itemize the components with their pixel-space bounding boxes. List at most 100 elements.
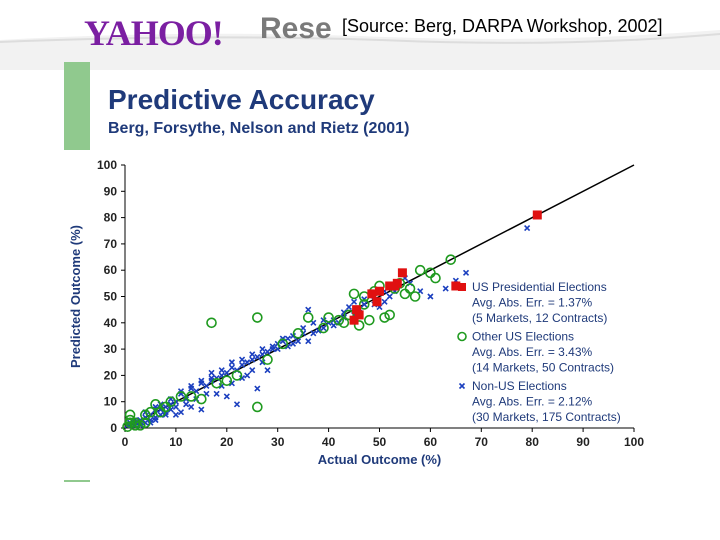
legend-series-stat: (30 Markets, 175 Contracts) bbox=[472, 410, 621, 424]
y-tick-label: 20 bbox=[104, 368, 118, 382]
scatter-chart: 0 10 20 30 40 50 60 70 80 90 100 0 10 20 30 40 50 60 70 80 9… bbox=[64, 150, 664, 480]
non-us-point bbox=[228, 359, 235, 366]
non-us-point bbox=[233, 401, 241, 408]
other-us-point bbox=[277, 338, 289, 350]
non-us-point bbox=[177, 409, 185, 416]
x-tick-label: 90 bbox=[576, 435, 590, 449]
presidential-point bbox=[372, 297, 382, 307]
x-tick-label: 40 bbox=[322, 435, 336, 449]
other-us-point bbox=[140, 417, 151, 429]
non-us-point bbox=[284, 343, 291, 350]
non-us-point bbox=[269, 343, 276, 350]
non-us-point bbox=[239, 356, 246, 363]
other-us-point bbox=[292, 328, 304, 339]
legend-series-stat: (5 Markets, 12 Contracts) bbox=[472, 311, 607, 325]
x-tick-label: 70 bbox=[475, 435, 489, 449]
legend-series-stat: Avg. Abs. Err. = 2.12% bbox=[472, 395, 593, 409]
other-us-point bbox=[252, 401, 263, 413]
y-axis-label: Predicted Outcome (%) bbox=[68, 225, 83, 368]
slide-title: Predictive Accuracy bbox=[108, 84, 375, 115]
legend-series-stat: (14 Markets, 50 Contracts) bbox=[472, 361, 614, 375]
non-us-point bbox=[264, 367, 271, 374]
other-us-point bbox=[358, 299, 370, 310]
other-us-point bbox=[155, 406, 166, 418]
fit-line bbox=[124, 164, 635, 429]
other-us-point bbox=[379, 312, 390, 323]
non-us-point bbox=[152, 417, 159, 424]
other-us-point bbox=[384, 309, 395, 321]
non-us-point bbox=[289, 340, 297, 347]
other-us-point bbox=[206, 317, 217, 329]
other-us-point bbox=[353, 320, 365, 331]
non-us-point bbox=[239, 374, 246, 382]
non-us-point bbox=[183, 396, 190, 403]
non-us-point bbox=[305, 306, 312, 313]
other-us-point bbox=[129, 417, 141, 429]
other-us-point bbox=[262, 354, 273, 365]
x-tick-label: 100 bbox=[624, 435, 644, 449]
other-us-point bbox=[211, 377, 222, 389]
non-us-point bbox=[188, 382, 195, 389]
y-tick-label: 90 bbox=[104, 184, 118, 198]
other-us-point bbox=[140, 409, 151, 421]
x-axis-label: Actual Outcome (%) bbox=[318, 452, 442, 467]
non-us-point bbox=[142, 419, 149, 426]
other-us-point bbox=[302, 312, 314, 323]
non-us-point bbox=[442, 285, 449, 292]
non-us-point bbox=[188, 403, 195, 411]
non-us-point bbox=[203, 382, 210, 389]
non-us-point bbox=[239, 361, 246, 368]
other-us-point bbox=[399, 288, 411, 300]
non-us-point bbox=[524, 225, 531, 232]
non-us-point bbox=[462, 269, 470, 276]
non-us-point bbox=[228, 364, 235, 371]
other-us-point bbox=[348, 288, 360, 300]
chart-points bbox=[122, 210, 542, 432]
other-us-point bbox=[333, 314, 345, 326]
non-us-point bbox=[345, 303, 353, 311]
non-us-point bbox=[172, 411, 179, 418]
source-citation: [Source: Berg, DARPA Workshop, 2002] bbox=[342, 16, 663, 36]
non-us-point bbox=[213, 390, 220, 397]
presidential-point bbox=[375, 286, 384, 296]
y-tick-label: 80 bbox=[104, 211, 118, 225]
x-tick-label: 80 bbox=[526, 435, 540, 449]
other-us-point bbox=[323, 312, 334, 323]
other-us-point bbox=[364, 314, 375, 326]
non-us-point bbox=[259, 346, 266, 353]
non-us-point bbox=[183, 401, 190, 408]
non-us-point bbox=[218, 367, 225, 374]
non-us-point bbox=[294, 338, 302, 345]
y-tick-label: 40 bbox=[104, 316, 118, 330]
non-us-point bbox=[162, 411, 169, 418]
non-us-point bbox=[320, 317, 327, 324]
other-us-point bbox=[252, 312, 263, 323]
other-us-point bbox=[221, 375, 233, 386]
non-us-point bbox=[198, 406, 205, 413]
other-us-point bbox=[175, 391, 187, 402]
x-tick-label: 0 bbox=[122, 435, 129, 449]
non-us-point bbox=[249, 356, 256, 363]
non-us-point bbox=[320, 324, 327, 332]
non-us-point bbox=[361, 301, 368, 308]
slide-subtitle: Berg, Forsythe, Nelson and Rietz (2001) bbox=[108, 120, 410, 137]
non-us-point bbox=[223, 393, 230, 400]
y-tick-label: 10 bbox=[104, 395, 118, 409]
non-us-point bbox=[167, 406, 174, 413]
other-us-point bbox=[414, 264, 426, 276]
legend-series-stat: Avg. Abs. Err. = 1.37% bbox=[472, 296, 593, 310]
y-tick-label: 0 bbox=[110, 421, 117, 435]
other-us-point bbox=[124, 409, 136, 421]
non-us-point bbox=[244, 372, 251, 379]
other-us-point bbox=[231, 370, 243, 381]
other-us-point bbox=[318, 322, 329, 334]
legend-series-name: Other US Elections bbox=[472, 330, 574, 344]
presidential-point bbox=[385, 281, 395, 291]
other-us-point bbox=[425, 267, 436, 279]
non-us-point bbox=[223, 369, 230, 376]
non-us-point bbox=[310, 330, 317, 337]
other-us-point bbox=[196, 393, 207, 405]
header-title-fragment: Rese bbox=[260, 12, 332, 45]
chart-axes: 0 10 20 30 40 50 60 70 80 90 100 0 10 20 30 40 50 60 70 80 9… bbox=[68, 158, 644, 467]
non-us-point bbox=[254, 385, 261, 392]
